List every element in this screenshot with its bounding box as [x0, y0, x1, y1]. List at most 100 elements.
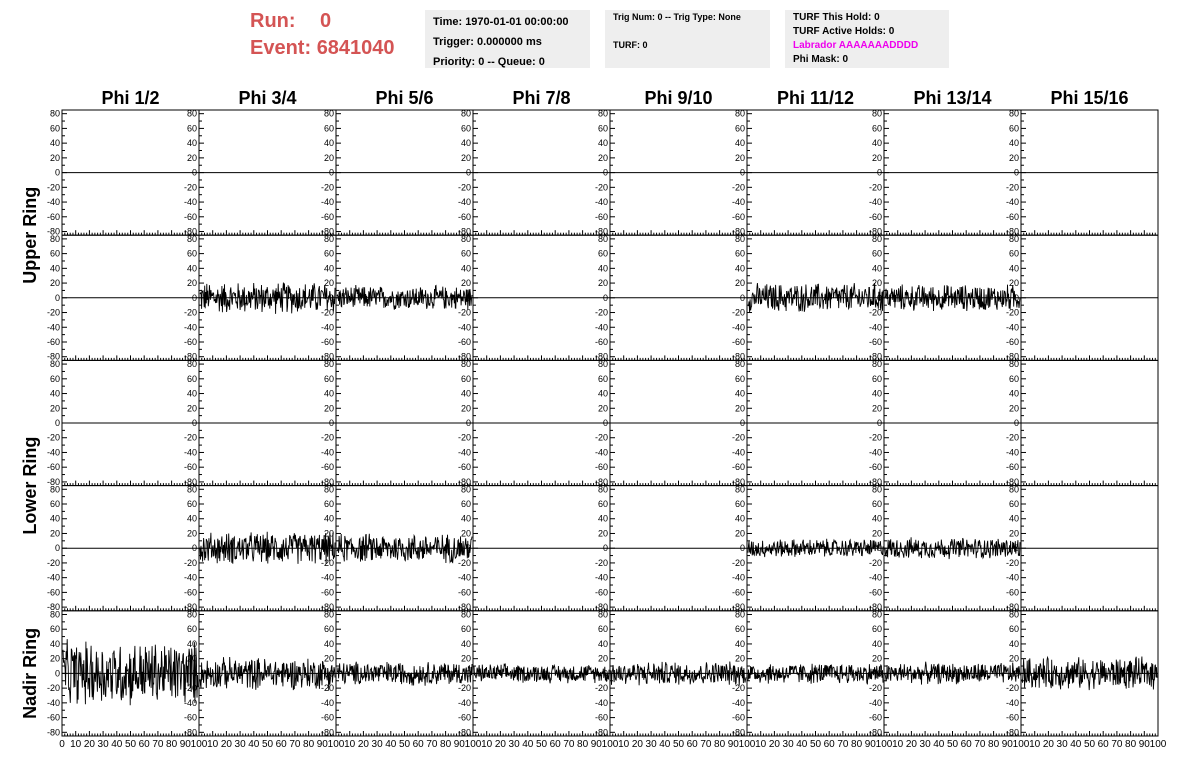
- y-tick-label: -20: [47, 308, 60, 318]
- x-tick-label: 100: [1013, 739, 1030, 750]
- y-tick-label: -40: [321, 573, 334, 583]
- x-tick-label: 60: [276, 739, 288, 750]
- panel-r4-c3: 80 60 40 20 0 -20 -40 -60 -80: [458, 609, 611, 737]
- y-tick-label: 20: [324, 654, 334, 664]
- y-tick-label: -60: [595, 462, 608, 472]
- y-tick-label: -40: [1006, 573, 1019, 583]
- y-tick-label: 80: [50, 109, 60, 119]
- y-tick-label: -20: [321, 308, 334, 318]
- y-tick-label: 80: [872, 109, 882, 119]
- panel-r1-c0: 80 60 40 20 0 -20 -40 -60 -80: [47, 234, 200, 362]
- y-tick-label: -20: [732, 308, 745, 318]
- y-tick-label: 0: [466, 543, 471, 553]
- y-tick-label: -80: [184, 352, 197, 362]
- panel-r0-c7: 80 60 40 20 0 -20 -40 -60 -80: [1006, 109, 1159, 237]
- y-tick-label: -20: [595, 182, 608, 192]
- y-tick-label: 40: [872, 514, 882, 524]
- x-tick-label: 20: [84, 739, 96, 750]
- y-tick-label: 80: [324, 359, 334, 369]
- y-tick-label: -60: [869, 212, 882, 222]
- x-tick-label: 40: [385, 739, 397, 750]
- panel-r4-c7: 80 60 40 20 0 -20 -40 -60 -80: [1006, 609, 1159, 737]
- y-tick-label: 60: [735, 123, 745, 133]
- y-tick-label: -80: [595, 352, 608, 362]
- y-tick-label: -40: [321, 447, 334, 457]
- y-tick-label: -80: [732, 727, 745, 737]
- y-tick-label: 80: [50, 609, 60, 619]
- y-tick-label: -20: [1006, 182, 1019, 192]
- waveform-trace: [884, 537, 1021, 560]
- y-tick-label: 60: [187, 624, 197, 634]
- y-tick-label: -20: [458, 558, 471, 568]
- panel-r1-c2: 80 60 40 20 0 -20 -40 -60 -80: [321, 234, 474, 362]
- y-tick-label: 80: [187, 234, 197, 244]
- y-tick-label: 80: [735, 609, 745, 619]
- panel-r4-c6: 80 60 40 20 0 -20 -40 -60 -80: [869, 609, 1022, 737]
- ring-label-1: Upper Ring: [20, 187, 40, 284]
- x-tick-label: 100: [328, 739, 345, 750]
- y-tick-label: 40: [872, 263, 882, 273]
- y-tick-label: 80: [461, 609, 471, 619]
- x-tick-label: 20: [769, 739, 781, 750]
- y-tick-label: -60: [458, 337, 471, 347]
- y-tick-label: -60: [47, 587, 60, 597]
- y-tick-label: 80: [461, 109, 471, 119]
- y-tick-label: 60: [598, 374, 608, 384]
- y-tick-label: 60: [50, 249, 60, 259]
- y-tick-label: 60: [461, 249, 471, 259]
- y-tick-label: -80: [869, 227, 882, 237]
- y-tick-label: -60: [184, 337, 197, 347]
- waveform-trace: [62, 639, 199, 706]
- y-tick-label: 40: [735, 138, 745, 148]
- panel-r1-c7: 80 60 40 20 0 -20 -40 -60 -80: [1006, 234, 1159, 362]
- x-tick-label: 80: [714, 739, 726, 750]
- y-tick-label: 40: [187, 389, 197, 399]
- y-tick-label: 0: [740, 293, 745, 303]
- y-tick-label: -20: [1006, 308, 1019, 318]
- x-tick-label: 60: [687, 739, 699, 750]
- y-tick-label: 80: [324, 234, 334, 244]
- y-tick-label: 0: [192, 418, 197, 428]
- y-tick-label: 80: [735, 484, 745, 494]
- x-tick-label: 50: [125, 739, 137, 750]
- y-tick-label: 20: [50, 403, 60, 413]
- y-tick-label: -60: [595, 713, 608, 723]
- x-tick-label: 10: [755, 739, 767, 750]
- y-tick-label: -80: [1006, 477, 1019, 487]
- x-tick-label: 30: [509, 739, 521, 750]
- y-tick-label: 60: [50, 123, 60, 133]
- y-tick-label: 0: [877, 168, 882, 178]
- y-tick-label: 40: [735, 514, 745, 524]
- y-tick-label: 20: [461, 528, 471, 538]
- y-tick-label: -60: [869, 713, 882, 723]
- panel-r3-c6: 80 60 40 20 0 -20 -40 -60 -80: [869, 484, 1022, 612]
- y-tick-label: 20: [872, 403, 882, 413]
- x-tick-label: 50: [1084, 739, 1096, 750]
- y-tick-label: -40: [595, 573, 608, 583]
- y-tick-label: 40: [50, 389, 60, 399]
- y-tick-label: -20: [458, 683, 471, 693]
- x-tick-label: 60: [961, 739, 973, 750]
- y-tick-label: 0: [603, 168, 608, 178]
- y-tick-label: 0: [55, 293, 60, 303]
- y-tick-label: 40: [324, 514, 334, 524]
- x-tick-label: 90: [591, 739, 603, 750]
- x-tick-label: 90: [317, 739, 329, 750]
- panel-r3-c0: 80 60 40 20 0 -20 -40 -60 -80: [47, 484, 200, 612]
- y-tick-label: 0: [466, 293, 471, 303]
- column-header-7: Phi 13/14: [913, 88, 991, 108]
- y-tick-label: 80: [461, 484, 471, 494]
- y-tick-label: -20: [184, 558, 197, 568]
- y-tick-label: 80: [872, 609, 882, 619]
- panel-r0-c4: 80 60 40 20 0 -20 -40 -60 -80: [595, 109, 748, 237]
- y-tick-label: -20: [47, 683, 60, 693]
- x-tick-label: 50: [536, 739, 548, 750]
- y-tick-label: 60: [324, 499, 334, 509]
- x-tick-label: 50: [399, 739, 411, 750]
- y-tick-label: -40: [321, 322, 334, 332]
- y-tick-label: 20: [461, 153, 471, 163]
- y-tick-label: -40: [184, 322, 197, 332]
- y-tick-label: -40: [458, 447, 471, 457]
- column-header-1: Phi 1/2: [101, 88, 159, 108]
